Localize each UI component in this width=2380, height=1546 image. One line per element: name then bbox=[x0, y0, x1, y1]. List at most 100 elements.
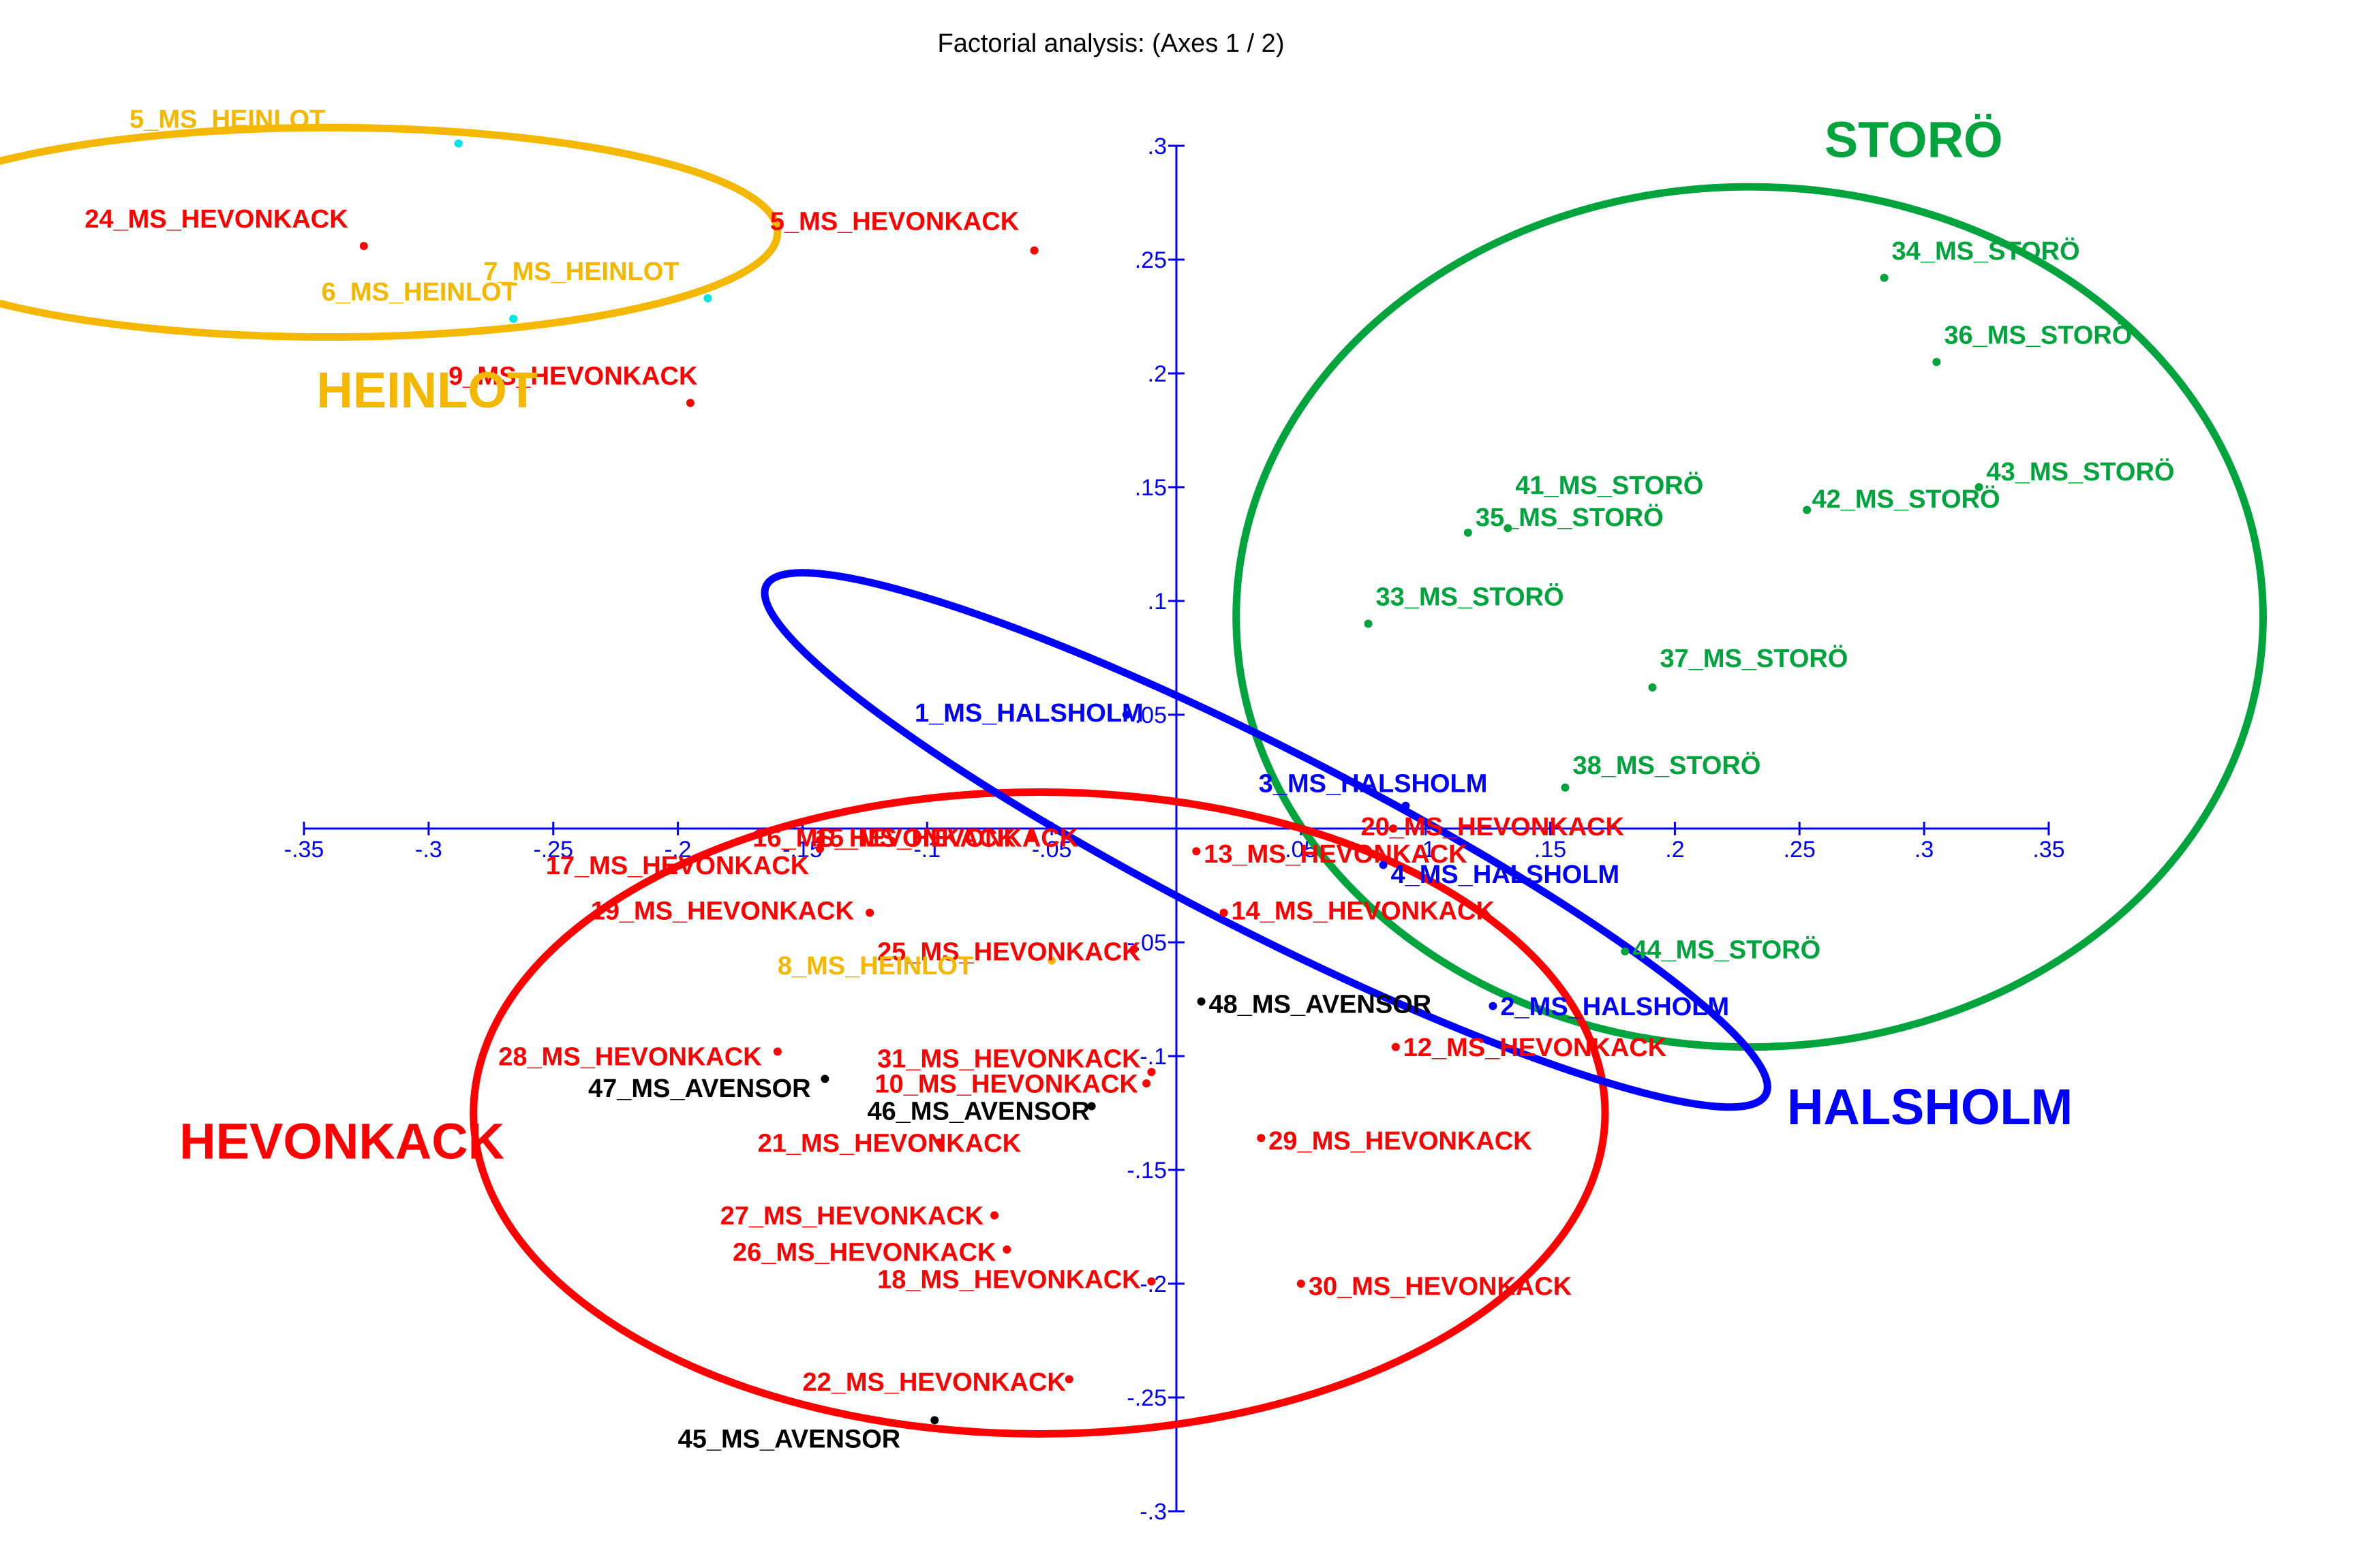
y-tick-label: -.3 bbox=[1140, 1499, 1167, 1525]
point-label: 3_MS_HALSHOLM bbox=[1259, 770, 1488, 799]
point-label: 31_MS_HEVONKACK bbox=[877, 1045, 1141, 1074]
data-point bbox=[1197, 997, 1206, 1006]
x-tick-label: .3 bbox=[1914, 837, 1934, 863]
point-label: 37_MS_STORÖ bbox=[1660, 644, 1848, 673]
point-label: 22_MS_HEVONKACK bbox=[802, 1368, 1066, 1397]
point-label: 5_MS_HEVONKACK bbox=[770, 208, 1020, 236]
data-point bbox=[1880, 273, 1889, 282]
data-point bbox=[1129, 945, 1138, 954]
group-label: STORÖ bbox=[1825, 112, 2003, 168]
data-point bbox=[1364, 619, 1373, 628]
data-point bbox=[1142, 1079, 1151, 1088]
point-label: 36_MS_STORÖ bbox=[1944, 321, 2132, 350]
data-point bbox=[1648, 683, 1657, 692]
data-point bbox=[1561, 783, 1570, 792]
data-point bbox=[1048, 956, 1056, 965]
x-tick-label: .15 bbox=[1534, 837, 1566, 863]
group-label: HALSHOLM bbox=[1787, 1079, 2073, 1135]
data-point bbox=[935, 1138, 944, 1147]
data-point bbox=[1030, 246, 1039, 255]
data-point bbox=[821, 1075, 829, 1083]
data-point bbox=[1122, 711, 1131, 719]
point-label: 29_MS_HEVONKACK bbox=[1268, 1127, 1532, 1156]
data-point bbox=[773, 1047, 782, 1056]
point-label: 41_MS_STORÖ bbox=[1515, 471, 1703, 500]
point-label: 38_MS_STORÖ bbox=[1572, 751, 1760, 780]
data-point bbox=[866, 908, 874, 917]
point-labels: 5_MS_HEINLOT 24_MS_HEVONKACK 5_MS_HEVONKAC… bbox=[85, 105, 2174, 1453]
group-label: HEVONKACK bbox=[179, 1113, 504, 1169]
data-point bbox=[1065, 1375, 1073, 1384]
x-tick-label: .2 bbox=[1665, 837, 1684, 863]
data-point bbox=[816, 845, 825, 854]
point-label: 18_MS_HEVONKACK bbox=[877, 1266, 1141, 1295]
x-tick-label: -.35 bbox=[284, 837, 324, 863]
point-label: 47_MS_AVENSOR bbox=[588, 1075, 811, 1103]
data-point bbox=[1389, 824, 1398, 833]
data-point bbox=[1391, 1042, 1400, 1051]
data-point bbox=[454, 139, 463, 148]
group-label: HEINLOT bbox=[316, 362, 538, 418]
group-labels: STORÖ HEINLOT HEVONKACK HALSHOLM bbox=[179, 112, 2073, 1170]
point-label: 12_MS_HEVONKACK bbox=[1403, 1034, 1667, 1062]
data-point bbox=[1489, 1002, 1497, 1010]
data-point bbox=[1379, 861, 1388, 869]
data-point bbox=[1257, 1134, 1266, 1143]
group-ellipse-heinlot bbox=[0, 123, 782, 341]
point-label: 27_MS_HEVONKACK bbox=[720, 1202, 984, 1231]
y-tick-label: .2 bbox=[1148, 361, 1167, 387]
point-label: 25_MS_HEVONKACK bbox=[877, 938, 1141, 967]
point-label: 43_MS_STORÖ bbox=[1987, 457, 2175, 486]
point-label: 1_MS_HALSHOLM bbox=[915, 699, 1144, 728]
group-ellipses bbox=[0, 123, 2267, 1438]
data-point bbox=[686, 399, 695, 407]
point-label: 14_MS_HEVONKACK bbox=[1231, 897, 1495, 926]
point-label: 20_MS_HEVONKACK bbox=[1361, 813, 1625, 841]
point-label: 33_MS_STORÖ bbox=[1376, 583, 1564, 612]
data-point bbox=[1803, 506, 1812, 514]
point-label: 2_MS_HALSHOLM bbox=[1500, 993, 1729, 1021]
group-ellipse-hevonkack bbox=[470, 788, 1609, 1438]
data-point bbox=[359, 241, 368, 250]
point-label: 7_MS_HEINLOT bbox=[483, 258, 679, 286]
point-label: 34_MS_STORÖ bbox=[1892, 236, 2080, 266]
data-point bbox=[1087, 1102, 1096, 1111]
y-tick-label: -.15 bbox=[1127, 1158, 1167, 1184]
data-point bbox=[816, 835, 825, 844]
data-point bbox=[703, 294, 712, 303]
y-tick-label: .25 bbox=[1135, 247, 1167, 273]
group-ellipse-halsholm bbox=[761, 569, 1771, 1111]
point-label: 6_MS_HEINLOT bbox=[322, 278, 517, 307]
data-point bbox=[1621, 947, 1630, 956]
point-label: 19_MS_HEVONKACK bbox=[591, 897, 855, 926]
point-label: 16_MS_HEVONKACK bbox=[752, 824, 1016, 853]
data-point bbox=[1147, 1277, 1156, 1286]
point-label: 48_MS_AVENSOR bbox=[1209, 991, 1432, 1019]
point-label: 35_MS_STORÖ bbox=[1476, 503, 1664, 532]
point-label: 13_MS_HEVONKACK bbox=[1204, 840, 1467, 869]
x-tick-label: .25 bbox=[1784, 837, 1816, 863]
point-label: 30_MS_HEVONKACK bbox=[1309, 1273, 1572, 1301]
data-point bbox=[1219, 908, 1228, 917]
axes: -.35 -.3 -.25 -.2 -.15 -.1 -.05.05.1.15.2.25.3… bbox=[284, 134, 2065, 1525]
point-label: 46_MS_AVENSOR bbox=[868, 1098, 1090, 1126]
data-point bbox=[1003, 1245, 1011, 1254]
point-label: 45_MS_AVENSOR bbox=[678, 1425, 901, 1453]
chart-title: Factorial analysis: (Axes 1 / 2) bbox=[938, 29, 1285, 58]
y-tick-label: .05 bbox=[1135, 702, 1167, 728]
point-label: 10_MS_HEVONKACK bbox=[875, 1070, 1139, 1098]
data-point bbox=[1974, 483, 1983, 491]
data-point bbox=[930, 1416, 939, 1425]
point-label: 26_MS_HEVONKACK bbox=[733, 1239, 996, 1267]
y-tick-label: -.25 bbox=[1127, 1385, 1167, 1411]
x-tick-label: -.3 bbox=[415, 837, 442, 863]
data-point bbox=[1932, 358, 1941, 367]
data-point bbox=[1027, 831, 1036, 840]
data-point bbox=[1147, 1068, 1156, 1077]
x-tick-label: -.15 bbox=[782, 837, 823, 863]
point-label: 44_MS_STORÖ bbox=[1632, 935, 1820, 964]
data-point bbox=[1192, 847, 1201, 856]
y-tick-label: -.1 bbox=[1140, 1044, 1167, 1070]
x-tick-label: .35 bbox=[2032, 837, 2064, 863]
